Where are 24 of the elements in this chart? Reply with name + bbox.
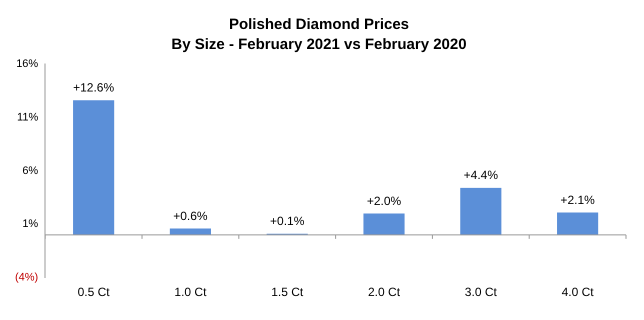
data-label: +4.4% bbox=[464, 168, 498, 182]
data-label: +2.0% bbox=[366, 194, 402, 208]
y-tick-label: 11% bbox=[17, 111, 38, 124]
y-tick-label: 16% bbox=[16, 58, 38, 70]
data-label: +0.6% bbox=[173, 208, 208, 223]
bar bbox=[170, 228, 211, 235]
x-tick-label: 3.0 Ct bbox=[464, 285, 498, 300]
bar bbox=[73, 100, 114, 235]
bar bbox=[460, 188, 502, 235]
x-tick-label: 2.0 Ct bbox=[368, 285, 401, 300]
x-tick-label: 4.0 Ct bbox=[562, 285, 594, 300]
data-label: +12.6% bbox=[73, 80, 114, 95]
x-tick-label: 0.5 Ct bbox=[78, 285, 110, 300]
bar bbox=[557, 212, 598, 235]
y-tick-label: 1% bbox=[22, 218, 38, 230]
data-label: +2.1% bbox=[560, 192, 596, 207]
y-tick-label: 6% bbox=[22, 164, 38, 177]
bar bbox=[363, 214, 405, 235]
x-tick-label: 1.0 Ct bbox=[174, 285, 208, 300]
chart-subtitle: By Size - February 2021 vs February 2020 bbox=[171, 36, 467, 54]
chart-title: Polished Diamond Prices bbox=[228, 16, 410, 34]
y-tick-label: (4%) bbox=[14, 272, 38, 284]
x-tick-label: 1.5 Ct bbox=[271, 285, 304, 300]
data-label: +0.1% bbox=[270, 214, 305, 228]
